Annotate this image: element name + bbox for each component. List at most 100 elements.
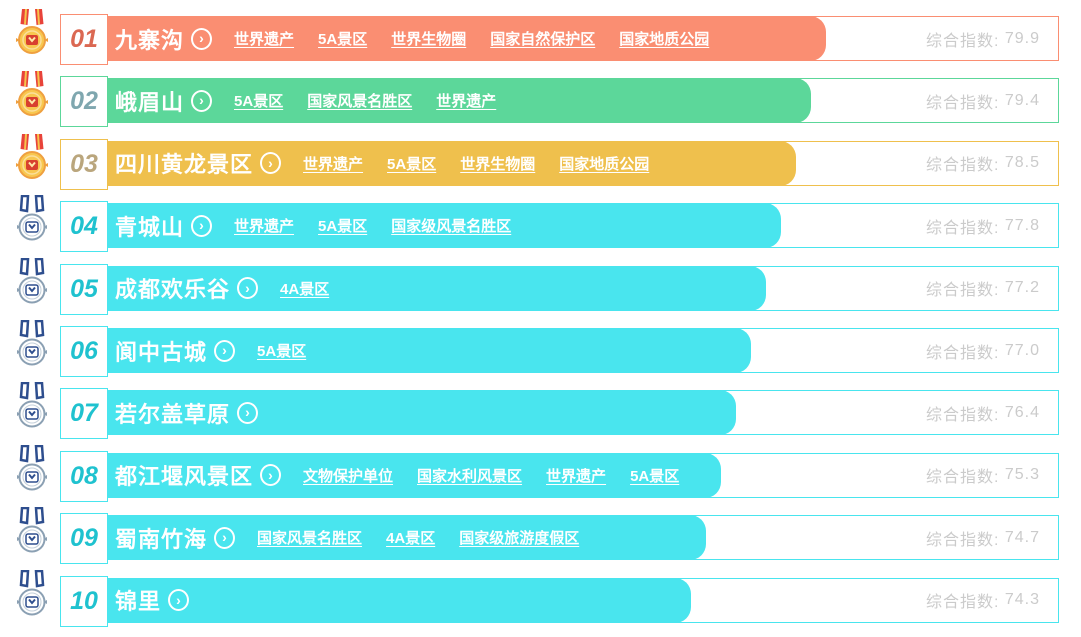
medal-icon — [13, 194, 51, 251]
rank-number: 06 — [70, 337, 98, 365]
score-bar[interactable]: 阆中古城 › 5A景区 — [64, 328, 751, 373]
composite-index-label: 综合指数: — [925, 594, 1000, 612]
tag-link[interactable]: 世界遗产 — [303, 155, 364, 173]
chevron-right-icon[interactable]: › — [191, 27, 213, 50]
score-bar[interactable]: 四川黄龙景区 › 世界遗产 5A景区 世界生物圈 国家地质公园 — [64, 140, 796, 186]
tag-list: 世界遗产 5A景区 国家级风景名胜区 — [234, 215, 511, 236]
composite-index-value: 76.4 — [1004, 403, 1040, 421]
composite-index-value: 77.0 — [1004, 341, 1040, 359]
attraction-name[interactable]: 青城山 — [115, 214, 185, 240]
attraction-name[interactable]: 四川黄龙景区 — [115, 152, 254, 178]
chevron-right-icon[interactable]: › — [191, 89, 213, 112]
composite-index: 综合指数: 79.4 — [926, 78, 1040, 123]
tag-link[interactable]: 5A景区 — [257, 343, 307, 360]
score-bar[interactable]: 成都欢乐谷 › 4A景区 — [64, 265, 766, 311]
tag-link[interactable]: 世界遗产 — [436, 93, 497, 111]
attraction-name[interactable]: 九寨沟 — [115, 27, 185, 53]
rank-number: 05 — [70, 274, 98, 303]
tag-link[interactable]: 5A景区 — [630, 467, 680, 485]
score-bar[interactable]: 锦里 › — [64, 577, 691, 623]
attraction-name[interactable]: 成都欢乐谷 — [115, 277, 231, 303]
attraction-name[interactable]: 若尔盖草原 — [115, 401, 231, 427]
rank-number: 04 — [70, 212, 98, 241]
chevron-right-icon[interactable]: › — [168, 589, 190, 612]
chevron-right-icon[interactable]: › — [214, 526, 236, 549]
ranking-row: 锦里 › 10 综合指数: 74.3 — [0, 569, 1081, 632]
tag-link[interactable]: 国家水利风景区 — [417, 467, 523, 485]
tag-link[interactable]: 5A景区 — [318, 218, 368, 236]
chevron-right-icon[interactable]: › — [214, 339, 236, 362]
medal-icon — [13, 8, 51, 64]
tag-link[interactable]: 5A景区 — [234, 93, 284, 111]
rank-badge: 03 — [60, 138, 108, 190]
composite-index: 综合指数: 79.9 — [926, 16, 1040, 61]
score-bar[interactable]: 蜀南竹海 › 国家风景名胜区 4A景区 国家级旅游度假区 — [64, 515, 706, 561]
composite-index-value: 77.2 — [1004, 279, 1040, 297]
tag-link[interactable]: 世界遗产 — [234, 31, 295, 48]
tag-link[interactable]: 世界遗产 — [546, 467, 607, 485]
rank-badge: 01 — [60, 14, 108, 65]
tag-list: 5A景区 — [257, 340, 306, 361]
composite-index-label: 综合指数: — [925, 94, 1000, 112]
attraction-name[interactable]: 阆中古城 — [115, 339, 208, 365]
tag-link[interactable]: 世界生物圈 — [391, 31, 467, 48]
score-bar[interactable]: 峨眉山 › 5A景区 国家风景名胜区 世界遗产 — [64, 78, 811, 124]
attraction-name[interactable]: 蜀南竹海 — [115, 526, 208, 552]
tag-link[interactable]: 国家级风景名胜区 — [391, 218, 512, 236]
composite-index-value: 74.7 — [1004, 528, 1040, 546]
rank-number: 02 — [70, 87, 98, 116]
tag-list: 5A景区 国家风景名胜区 世界遗产 — [234, 90, 496, 111]
tag-link[interactable]: 4A景区 — [280, 280, 330, 298]
rank-badge: 07 — [60, 388, 108, 440]
score-bar[interactable]: 九寨沟 › 世界遗产 5A景区 世界生物圈 国家自然保护区 国家地质公园 — [64, 16, 826, 61]
tag-link[interactable]: 4A景区 — [386, 530, 436, 548]
composite-index: 综合指数: 76.4 — [926, 390, 1040, 435]
ranking-row: 青城山 › 世界遗产 5A景区 国家级风景名胜区 04 综合指数: 77.8 — [0, 194, 1081, 257]
composite-index-label: 综合指数: — [925, 344, 1000, 362]
chevron-right-icon[interactable]: › — [237, 277, 259, 300]
score-bar[interactable]: 青城山 › 世界遗产 5A景区 国家级风景名胜区 — [64, 203, 781, 249]
composite-index-value: 74.3 — [1004, 591, 1040, 609]
tag-link[interactable]: 国家级旅游度假区 — [459, 530, 580, 548]
tag-link[interactable]: 国家风景名胜区 — [257, 530, 363, 548]
rank-badge: 08 — [60, 450, 108, 502]
tag-list: 世界遗产 5A景区 世界生物圈 国家地质公园 — [303, 153, 649, 174]
tag-link[interactable]: 国家地质公园 — [619, 31, 710, 48]
tag-list: 文物保护单位 国家水利风景区 世界遗产 5A景区 — [303, 465, 679, 486]
tag-link[interactable]: 5A景区 — [318, 31, 368, 48]
tag-list: 国家风景名胜区 4A景区 国家级旅游度假区 — [257, 527, 579, 548]
score-bar[interactable]: 都江堰风景区 › 文物保护单位 国家水利风景区 世界遗产 5A景区 — [64, 452, 721, 498]
medal-icon — [13, 133, 51, 189]
ranking-row: 都江堰风景区 › 文物保护单位 国家水利风景区 世界遗产 5A景区 08 综合指数: … — [0, 444, 1081, 507]
ranking-row: 峨眉山 › 5A景区 国家风景名胜区 世界遗产 02 综合指数: 79.4 — [0, 71, 1081, 132]
tag-link[interactable]: 国家地质公园 — [559, 155, 650, 173]
medal-icon — [13, 382, 51, 438]
tag-list: 4A景区 — [280, 278, 329, 299]
chevron-right-icon[interactable]: › — [260, 464, 282, 487]
tag-link[interactable]: 国家自然保护区 — [490, 31, 596, 48]
rank-number: 10 — [70, 586, 98, 615]
rank-badge: 10 — [60, 575, 108, 627]
attraction-name[interactable]: 峨眉山 — [115, 89, 185, 115]
chevron-right-icon[interactable]: › — [191, 214, 213, 237]
medal-icon — [13, 506, 51, 563]
tag-link[interactable]: 世界遗产 — [234, 218, 295, 236]
composite-index-label: 综合指数: — [925, 219, 1000, 237]
tag-link[interactable]: 国家风景名胜区 — [307, 93, 413, 111]
chevron-right-icon[interactable]: › — [260, 152, 282, 175]
tag-link[interactable]: 5A景区 — [387, 155, 437, 173]
chevron-right-icon[interactable]: › — [237, 401, 259, 424]
rank-badge: 02 — [60, 76, 108, 128]
ranking-row: 四川黄龙景区 › 世界遗产 5A景区 世界生物圈 国家地质公园 03 综合指数: 78… — [0, 133, 1081, 195]
attraction-name[interactable]: 锦里 — [115, 589, 162, 615]
tag-link[interactable]: 文物保护单位 — [303, 467, 394, 485]
attraction-name[interactable]: 都江堰风景区 — [115, 464, 254, 490]
rank-number: 03 — [70, 149, 98, 178]
rank-badge: 05 — [60, 263, 108, 315]
composite-index-value: 79.4 — [1004, 91, 1040, 109]
score-bar[interactable]: 若尔盖草原 › — [64, 390, 736, 436]
ranking-row: 蜀南竹海 › 国家风景名胜区 4A景区 国家级旅游度假区 09 综合指数: 74.7 — [0, 506, 1081, 569]
tag-link[interactable]: 世界生物圈 — [460, 155, 536, 173]
composite-index-label: 综合指数: — [925, 406, 1000, 424]
